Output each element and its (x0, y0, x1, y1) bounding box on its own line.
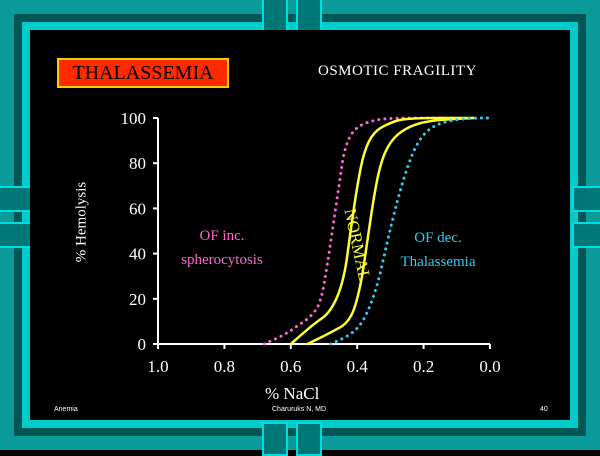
x-tick-label: 0.2 (413, 357, 434, 376)
footer-center: Charuruks N, MD (272, 406, 327, 413)
slide-title: THALASSEMIA (57, 58, 229, 88)
knob-right-top (572, 186, 600, 212)
y-tick-label: 40 (129, 245, 146, 264)
x-axis-label: % NaCl (265, 384, 320, 403)
y-tick-label: 0 (138, 335, 147, 354)
x-tick-label: 0.0 (479, 357, 500, 376)
series-normal-left (289, 116, 475, 346)
x-tick-label: 0.8 (214, 357, 235, 376)
knob-left-bottom (0, 222, 32, 248)
knob-left-top (0, 186, 32, 212)
x-tick-label: 0.6 (280, 357, 301, 376)
knob-right-bottom (572, 222, 600, 248)
chart-title: OSMOTIC FRAGILITY (318, 63, 477, 79)
y-tick-label: 100 (121, 109, 147, 128)
series-thalassemia (329, 116, 492, 346)
series-normal-right (306, 116, 475, 346)
slide-area (30, 30, 570, 420)
y-tick-label: 80 (129, 154, 146, 173)
y-tick-label: 20 (129, 290, 146, 309)
x-tick-label: 1.0 (147, 357, 168, 376)
annotation-label: spherocytosis (181, 252, 263, 268)
x-tick-label: 0.4 (347, 357, 369, 376)
annotation-label: Thalassemia (401, 254, 476, 270)
footer-left: Anemia (54, 406, 78, 413)
series-spherocytosis (262, 116, 459, 346)
footer-right: 40 (540, 406, 548, 413)
annotation-label: OF inc. (200, 228, 245, 244)
y-tick-label: 60 (129, 199, 146, 218)
annotation-label: OF dec. (414, 230, 462, 246)
